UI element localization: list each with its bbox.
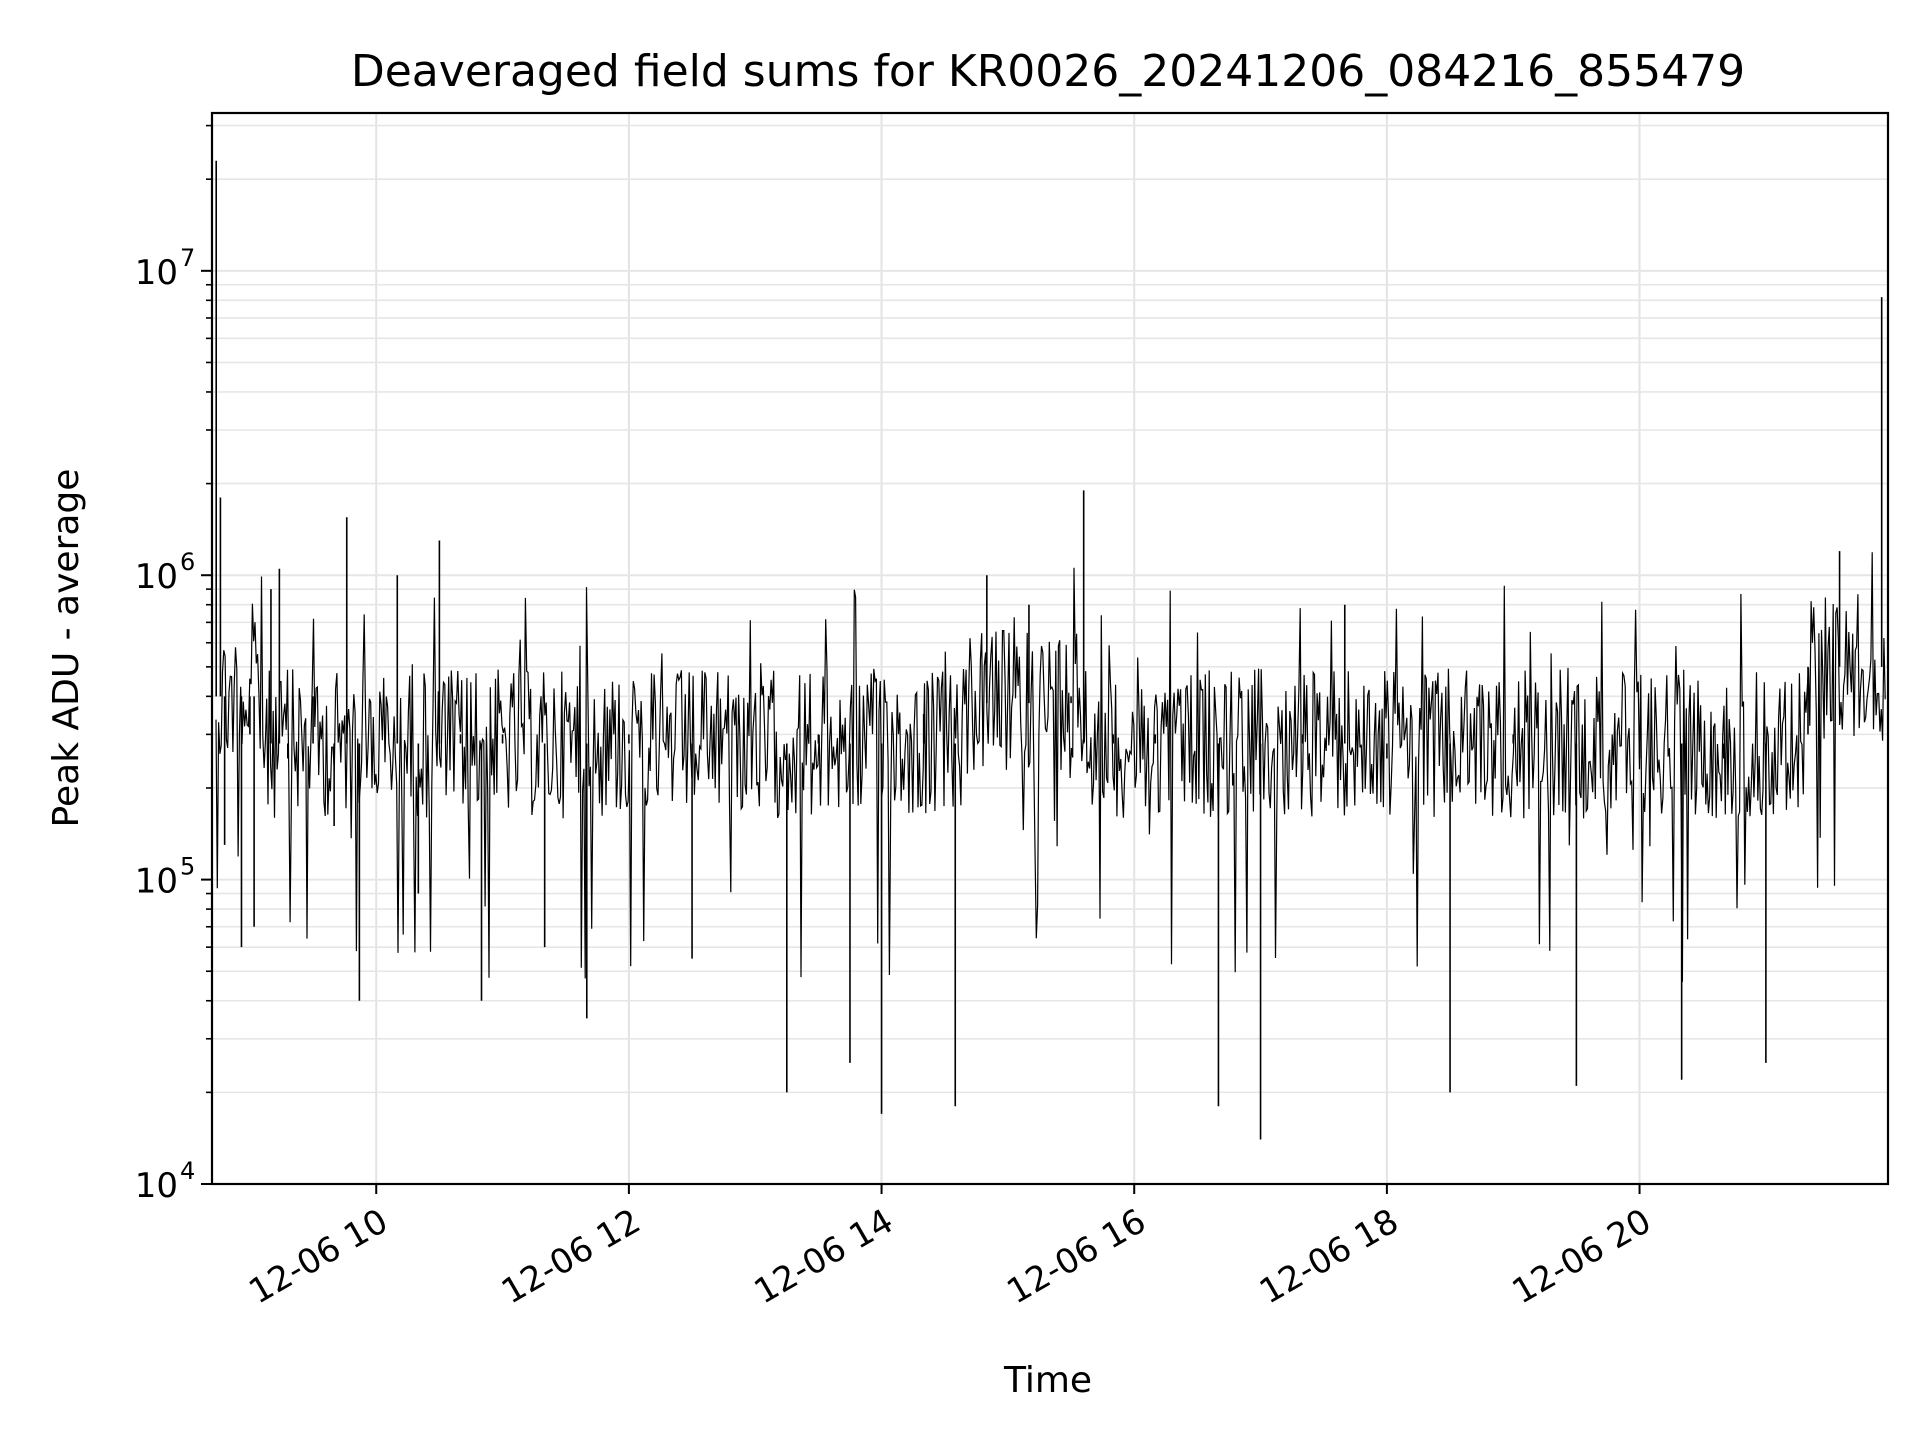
y-axis-label: Peak ADU - average bbox=[46, 469, 87, 828]
y-tick-exponent: 7 bbox=[180, 244, 195, 272]
y-tick-label: 10 bbox=[135, 253, 178, 293]
y-tick-base: 10 bbox=[135, 1166, 178, 1206]
y-tick-exponent: 5 bbox=[180, 853, 195, 881]
y-tick-label: 10 bbox=[135, 557, 178, 597]
y-tick-base: 10 bbox=[135, 557, 178, 597]
y-tick-base: 10 bbox=[135, 862, 178, 902]
plot-frame bbox=[210, 111, 1890, 1186]
y-tick-label: 10 bbox=[135, 1166, 178, 1206]
y-tick-label: 10 bbox=[135, 862, 178, 902]
y-tick-exponent: 4 bbox=[180, 1157, 195, 1185]
series-0 bbox=[211, 160, 1889, 1140]
series-layer bbox=[211, 160, 1889, 1140]
chart-title: Deaveraged field sums for KR0026_2024120… bbox=[351, 46, 1745, 97]
y-tick-base: 10 bbox=[135, 253, 178, 293]
series-trace bbox=[215, 552, 1886, 982]
y-tick-exponent: 6 bbox=[180, 548, 195, 576]
x-axis-label: Time bbox=[1003, 1360, 1092, 1401]
grid bbox=[212, 113, 1888, 1185]
